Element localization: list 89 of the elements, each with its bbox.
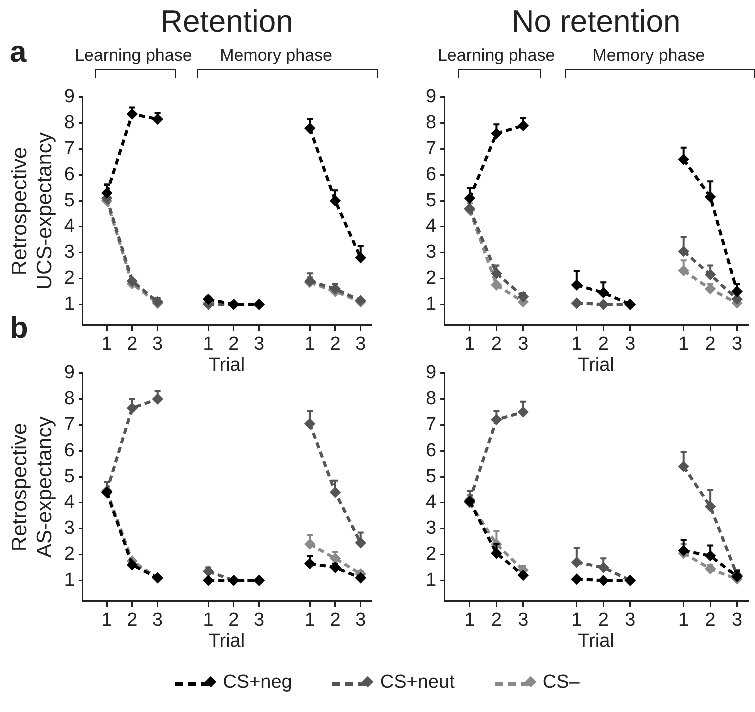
y-tick-label: 9 bbox=[64, 362, 75, 384]
x-tick-label: 2 bbox=[598, 610, 609, 632]
x-tick-label: 3 bbox=[625, 610, 636, 632]
y-tick-label: 8 bbox=[64, 112, 75, 134]
y-tick-label: 2 bbox=[426, 544, 437, 565]
x-tick-label: 2 bbox=[228, 610, 240, 632]
text: a bbox=[10, 36, 27, 70]
y-tick-label: 9 bbox=[426, 86, 437, 108]
x-tick-label: 2 bbox=[127, 610, 138, 632]
x-tick-label: 1 bbox=[572, 334, 582, 356]
y-tick-label: 6 bbox=[426, 164, 437, 186]
y-tick-label: 1 bbox=[426, 294, 437, 315]
y-tick-label: 8 bbox=[426, 388, 437, 410]
x-tick-label: 2 bbox=[330, 610, 341, 632]
x-tick-label: 2 bbox=[705, 610, 716, 632]
x-tick-label: 2 bbox=[491, 610, 502, 632]
x-tick-label: 3 bbox=[625, 334, 636, 356]
x-tick-label: 2 bbox=[491, 334, 502, 356]
text: Memory phase bbox=[592, 46, 706, 65]
text: b bbox=[10, 312, 28, 346]
x-tick-label: 2 bbox=[330, 334, 341, 356]
chart-title: No retention bbox=[510, 4, 682, 40]
y-tick-label: 6 bbox=[426, 440, 437, 462]
y-axis-title: Retrospective UCS-expectancy bbox=[8, 132, 57, 290]
x-tick-label: 1 bbox=[464, 334, 476, 356]
y-tick-label: 4 bbox=[426, 492, 437, 514]
chart-title: Retention bbox=[160, 4, 294, 40]
y-tick-label: 2 bbox=[426, 268, 437, 289]
x-tick-label: 1 bbox=[572, 610, 582, 632]
y-tick-label: 1 bbox=[426, 570, 437, 591]
x-tick-label: 1 bbox=[678, 610, 690, 632]
x-tick-label: 1 bbox=[304, 334, 316, 356]
y-tick-label: 7 bbox=[426, 414, 437, 436]
x-tick-label: 2 bbox=[228, 334, 240, 356]
y-tick-label: 4 bbox=[64, 492, 76, 514]
x-tick-label: 1 bbox=[678, 334, 690, 356]
x-axis-title: Trial bbox=[578, 630, 614, 652]
y-tick-label: 5 bbox=[426, 190, 437, 212]
x-tick-label: 3 bbox=[152, 610, 164, 632]
x-tick-label: 3 bbox=[518, 334, 529, 356]
x-tick-label: 1 bbox=[102, 334, 112, 356]
y-tick-label: 7 bbox=[426, 138, 437, 160]
x-tick-label: 3 bbox=[254, 334, 265, 356]
y-tick-label: 4 bbox=[426, 216, 437, 238]
x-tick-label: 1 bbox=[304, 610, 316, 632]
y-tick-label: 9 bbox=[426, 362, 437, 384]
y-tick-label: 8 bbox=[426, 112, 437, 134]
x-tick-label: 3 bbox=[356, 334, 366, 356]
x-tick-label: 1 bbox=[203, 610, 214, 632]
x-tick-label: 2 bbox=[598, 334, 609, 356]
text: Learning phase bbox=[75, 46, 192, 66]
y-tick-label: 1 bbox=[64, 570, 75, 591]
y-tick-label: 5 bbox=[426, 466, 437, 488]
y-tick-label: 3 bbox=[64, 518, 75, 540]
x-tick-label: 3 bbox=[152, 334, 164, 356]
legend-label: CS+neg bbox=[223, 672, 292, 694]
y-tick-label: 6 bbox=[64, 164, 75, 186]
y-tick-label: 5 bbox=[64, 466, 75, 488]
y-tick-label: 5 bbox=[64, 190, 75, 212]
y-tick-label: 2 bbox=[64, 268, 75, 289]
x-tick-label: 2 bbox=[127, 334, 138, 356]
x-tick-label: 3 bbox=[518, 610, 529, 632]
x-tick-label: 3 bbox=[732, 610, 743, 632]
y-tick-label: 7 bbox=[64, 138, 75, 160]
x-axis-title: Trial bbox=[208, 354, 246, 376]
x-tick-label: 3 bbox=[254, 610, 265, 632]
x-tick-label: 1 bbox=[102, 610, 112, 632]
legend-label: CS+neut bbox=[380, 672, 455, 694]
y-tick-label: 2 bbox=[64, 544, 75, 565]
x-tick-label: 3 bbox=[732, 334, 743, 356]
legend-label: CS– bbox=[542, 672, 580, 694]
y-tick-label: 1 bbox=[64, 294, 75, 315]
text: Memory phase bbox=[220, 46, 332, 65]
y-tick-label: 3 bbox=[426, 242, 437, 264]
y-tick-label: 9 bbox=[64, 86, 75, 108]
y-tick-label: 3 bbox=[64, 242, 75, 264]
x-tick-label: 1 bbox=[464, 610, 476, 632]
y-axis-title: Retrospective AS-expectancy bbox=[8, 416, 57, 558]
x-axis-title: Trial bbox=[208, 630, 246, 652]
x-tick-label: 2 bbox=[705, 334, 716, 356]
x-axis-title: Trial bbox=[578, 354, 614, 376]
text: Learning phase bbox=[438, 46, 556, 66]
y-tick-label: 7 bbox=[64, 414, 75, 436]
x-tick-label: 3 bbox=[356, 610, 366, 632]
y-tick-label: 3 bbox=[426, 518, 437, 540]
y-tick-label: 8 bbox=[64, 388, 75, 410]
y-tick-label: 4 bbox=[64, 216, 76, 238]
y-tick-label: 6 bbox=[64, 440, 75, 462]
x-tick-label: 1 bbox=[203, 334, 214, 356]
